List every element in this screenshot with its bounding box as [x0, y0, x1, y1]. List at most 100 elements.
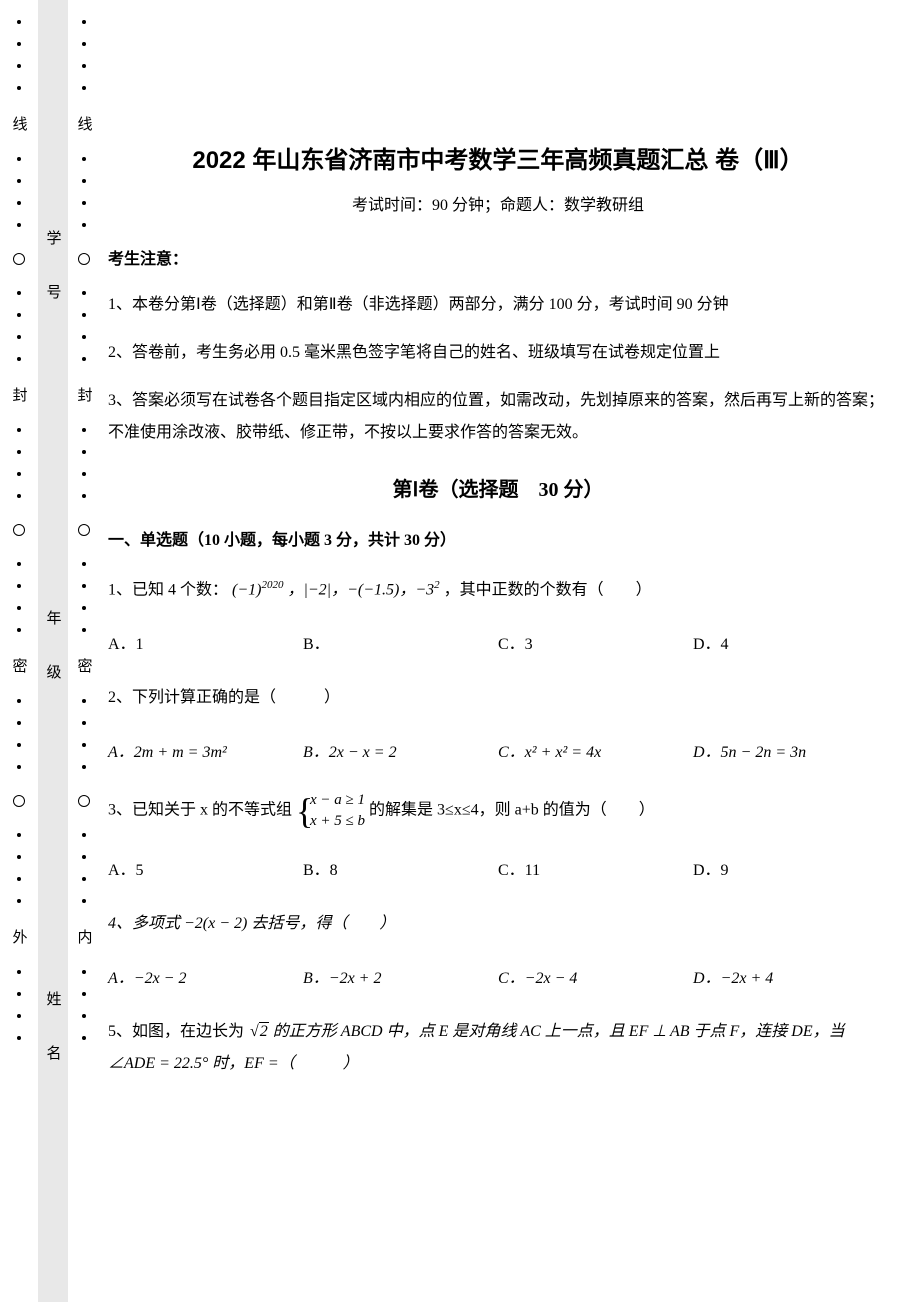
margin-circle: [13, 795, 25, 807]
margin-dot: [82, 291, 86, 295]
question-5: 5、如图，在边长为 2 的正方形 ABCD 中，点 E 是对角线 AC 上一点，…: [108, 1016, 888, 1080]
q1-exp1: 2020: [261, 579, 283, 591]
margin-dot: [82, 20, 86, 24]
q1-option-b: B．: [303, 630, 498, 654]
q4-options: A．−2x − 2 B．−2x + 2 C．−2x − 4 D．−2x + 4: [108, 964, 888, 988]
margin-dot: [17, 1036, 21, 1040]
margin-dot: [17, 64, 21, 68]
margin-dot: [17, 313, 21, 317]
margin-dot: [82, 86, 86, 90]
q2-option-a: A．2m + m = 3m²: [108, 738, 303, 762]
q1-options: A．1 B． C．3 D．4: [108, 630, 888, 654]
dots-group: 线 封 密 内: [74, 20, 95, 1040]
margin-dot: [17, 494, 21, 498]
margin-dot: [82, 223, 86, 227]
margin-dot: [82, 562, 86, 566]
margin-dot: [82, 357, 86, 361]
q4-option-c: C．−2x − 4: [498, 964, 693, 988]
margin-dot: [82, 765, 86, 769]
margin-dot: [17, 357, 21, 361]
margin-dot: [82, 721, 86, 725]
inequality-line2: x + 5 ≤ b: [310, 811, 365, 832]
q3-option-d: D．9: [693, 856, 888, 880]
margin-dot: [17, 562, 21, 566]
q3-option-a: A．5: [108, 856, 303, 880]
margin-dot: [17, 606, 21, 610]
sqrt-value: 2: [259, 1022, 269, 1040]
margin-dot: [82, 970, 86, 974]
margin-dot: [17, 179, 21, 183]
margin-dot: [82, 877, 86, 881]
margin-char-secret: 密: [9, 658, 30, 673]
margin-dot: [82, 313, 86, 317]
margin-dot: [17, 335, 21, 339]
margin-char-seal: 封: [9, 387, 30, 402]
margin-label-id: 学 号: [43, 230, 64, 311]
margin-label-grade: 年 级: [43, 610, 64, 691]
instruction-3: 3、答案必须写在试卷各个题目指定区域内相应的位置，如需改动，先划掉原来的答案，然…: [108, 385, 888, 449]
margin-dot: [17, 877, 21, 881]
main-content: 2022 年山东省济南市中考数学三年高频真题汇总 卷（Ⅲ） 考试时间：90 分钟…: [108, 0, 908, 1124]
q1-expr2: ，|−2|，−(−1.5)，−3: [287, 581, 434, 598]
exam-subtitle: 考试时间：90 分钟；命题人：数学教研组: [108, 191, 888, 215]
margin-char-line: 线: [74, 116, 95, 131]
margin-dot: [82, 335, 86, 339]
q3-stem-suffix: 的解集是 3≤x≤4，则 a+b 的值为（ ）: [369, 802, 655, 819]
margin-dot: [17, 833, 21, 837]
question-2: 2、下列计算正确的是（ ）: [108, 682, 888, 714]
margin-dot: [82, 428, 86, 432]
margin-dot: [82, 201, 86, 205]
margin-dot: [17, 628, 21, 632]
margin-dot: [17, 765, 21, 769]
q1-exp2: 2: [434, 579, 440, 591]
q3-stem-prefix: 3、已知关于 x 的不等式组: [108, 802, 292, 819]
q2-option-c: C．x² + x² = 4x: [498, 738, 693, 762]
dots-group: 线 封 密 外: [9, 20, 30, 1040]
margin-dot: [82, 64, 86, 68]
margin-dot: [17, 42, 21, 46]
q1-option-d: D．4: [693, 630, 888, 654]
instruction-1: 1、本卷分第Ⅰ卷（选择题）和第Ⅱ卷（非选择题）两部分，满分 100 分，考试时间…: [108, 289, 888, 321]
margin-dot: [82, 450, 86, 454]
margin-dot: [82, 743, 86, 747]
margin-dot: [17, 992, 21, 996]
margin-dot: [17, 1014, 21, 1018]
margin-circle: [13, 524, 25, 536]
margin-dot: [17, 743, 21, 747]
q4-option-b: B．−2x + 2: [303, 964, 498, 988]
q3-option-c: C．11: [498, 856, 693, 880]
margin-label-name: 姓 名: [43, 991, 64, 1072]
instruction-2: 2、答卷前，考生务必用 0.5 毫米黑色签字笔将自己的姓名、班级填写在试卷规定位…: [108, 337, 888, 369]
margin-dot: [82, 606, 86, 610]
q5-stem-prefix: 5、如图，在边长为: [108, 1023, 244, 1040]
margin-dot: [17, 291, 21, 295]
margin-dot: [82, 584, 86, 588]
notice-header: 考生注意：: [108, 245, 888, 269]
margin-circle: [78, 524, 90, 536]
margin-char-secret: 密: [74, 658, 95, 673]
q1-stem-suffix: ，其中正数的个数有（ ）: [444, 581, 652, 598]
question-1: 1、已知 4 个数： (−1)2020 ，|−2|，−(−1.5)，−32 ，其…: [108, 574, 888, 606]
margin-dot: [82, 1036, 86, 1040]
exam-title: 2022 年山东省济南市中考数学三年高频真题汇总 卷（Ⅲ）: [108, 140, 888, 175]
margin-dot: [17, 721, 21, 725]
margin-circle: [13, 253, 25, 265]
margin-char-inside: 内: [74, 929, 95, 944]
margin-dot: [82, 42, 86, 46]
margin-dot: [82, 179, 86, 183]
margin-dot: [17, 584, 21, 588]
q4-option-d: D．−2x + 4: [693, 964, 888, 988]
q3-option-b: B．8: [303, 856, 498, 880]
margin-dot: [17, 20, 21, 24]
margin-dot: [82, 833, 86, 837]
margin-dot: [17, 201, 21, 205]
q2-options: A．2m + m = 3m² B．2x − x = 2 C．x² + x² = …: [108, 738, 888, 762]
margin-dot: [17, 450, 21, 454]
q3-options: A．5 B．8 C．11 D．9: [108, 856, 888, 880]
margin-dot: [82, 855, 86, 859]
q4-option-a: A．−2x − 2: [108, 964, 303, 988]
q2-option-b: B．2x − x = 2: [303, 738, 498, 762]
margin-dot: [82, 157, 86, 161]
margin-dot: [17, 223, 21, 227]
margin-column-3: 线 封 密 内: [68, 0, 100, 1302]
